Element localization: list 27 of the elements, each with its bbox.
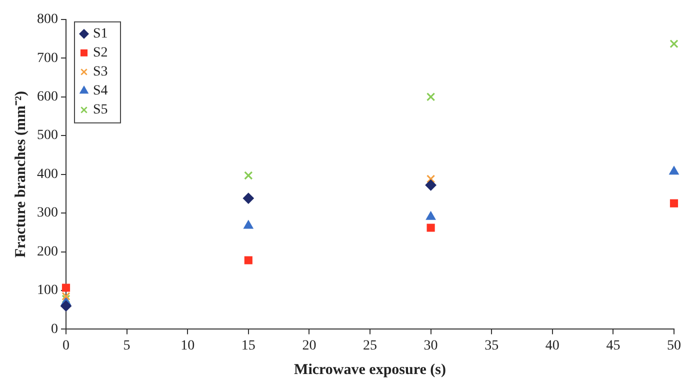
x-tick-label: 45 [606,338,620,354]
x-tick-label: 35 [484,338,499,354]
legend-label: S3 [93,64,108,80]
x-tick-label: 20 [302,338,316,354]
y-axis-title: Fracture branches (mm⁻²) [12,90,29,258]
x-tick-label: 15 [241,338,256,354]
y-tick-label: 200 [37,244,58,260]
legend-label: S5 [93,102,108,118]
y-tick-label: 300 [37,206,58,221]
y-tick-label: 0 [51,322,58,337]
legend-label: S2 [93,46,108,61]
x-tick-label: 30 [424,338,438,354]
y-tick-label: 600 [37,90,58,105]
x-tick-label: 50 [667,338,681,354]
x-axis-title: Microwave exposure (s) [294,362,446,378]
y-tick-label: 400 [37,166,58,182]
legend-label: S1 [93,26,108,42]
x-tick-label: 10 [180,338,195,354]
y-tick-label: 700 [37,50,58,66]
y-tick-label: 500 [37,128,58,144]
x-tick-label: 5 [123,338,130,354]
y-tick-label: 100 [37,283,58,298]
x-tick-label: 40 [545,338,560,354]
legend-label: S4 [93,84,108,99]
x-tick-label: 25 [363,338,377,354]
y-tick-label: 800 [37,12,58,28]
x-tick-label: 0 [62,338,70,354]
